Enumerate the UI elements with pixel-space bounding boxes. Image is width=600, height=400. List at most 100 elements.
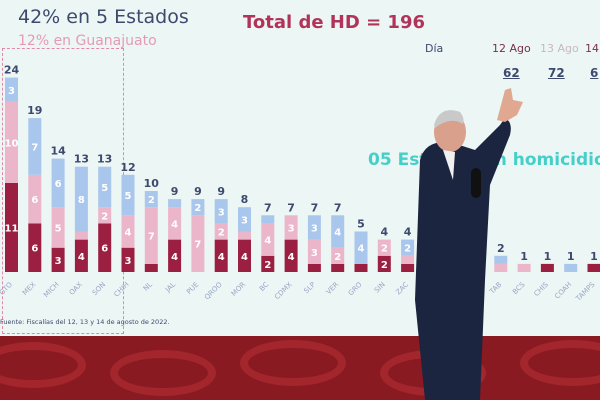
bar-segment xyxy=(331,263,345,272)
category-label: JAL xyxy=(163,281,177,295)
floor-pattern xyxy=(240,340,346,386)
segment-label: 4 xyxy=(125,228,132,239)
bar-segment xyxy=(214,199,228,224)
bar-segment xyxy=(74,231,88,240)
segment-label: 3 xyxy=(311,248,318,259)
bar-segment xyxy=(144,263,158,272)
segment-label: 3 xyxy=(218,207,225,218)
segment-label: 3 xyxy=(8,86,15,97)
stacked-bar-chart: 1110324GTO66719MEX35614MICH4813OAX62513S… xyxy=(0,64,600,303)
bar-segment xyxy=(144,191,158,208)
total-label: 24 xyxy=(4,64,20,77)
bar-segment xyxy=(284,239,298,272)
bar-segment xyxy=(74,166,88,232)
category-label: MICH xyxy=(42,281,61,300)
bar-segment xyxy=(331,215,345,248)
bar-segment xyxy=(98,166,112,208)
segment-label: 7 xyxy=(194,240,201,251)
total-label: 8 xyxy=(241,193,249,206)
bar-segment xyxy=(28,118,42,175)
category-label: QROO xyxy=(203,280,224,301)
total-label: 9 xyxy=(217,185,225,198)
category-label: GRO xyxy=(347,280,364,297)
total-label: 1 xyxy=(520,250,528,263)
category-label: PUE xyxy=(185,281,200,296)
total-label: 13 xyxy=(74,153,89,166)
bar-segment xyxy=(307,263,321,272)
category-label: VER xyxy=(325,280,341,296)
bar-segment xyxy=(191,215,205,272)
bar-segment xyxy=(377,255,391,272)
total-label: 14 xyxy=(50,145,66,158)
subheadline: 12% en Guanajuato xyxy=(18,33,157,49)
bar-segment xyxy=(331,247,345,264)
segment-label: 2 xyxy=(218,228,225,239)
bar-segment xyxy=(168,199,182,208)
bar-segment xyxy=(5,101,18,183)
segment-label: 7 xyxy=(148,232,155,243)
total-label: 7 xyxy=(264,201,272,214)
day-label: Día xyxy=(425,42,444,55)
day-12-value: 62 xyxy=(503,66,520,80)
category-label: SON xyxy=(91,281,107,297)
bar-segment xyxy=(98,207,112,224)
segment-label: 11 xyxy=(5,223,19,234)
bar-segment xyxy=(284,215,298,240)
segment-label: 7 xyxy=(31,142,38,153)
segment-label: 2 xyxy=(381,244,388,255)
bar-segment xyxy=(564,263,578,272)
segment-label: 4 xyxy=(171,219,178,230)
bar-segment xyxy=(494,263,508,272)
segment-label: 5 xyxy=(125,191,132,202)
floor-pattern xyxy=(110,350,216,396)
category-label: GTO xyxy=(0,280,14,297)
bar-segment xyxy=(517,263,531,272)
bar-segment xyxy=(261,215,275,224)
bar-segment xyxy=(401,239,415,256)
bar-segment xyxy=(121,247,135,272)
floor-pattern xyxy=(0,342,86,388)
segment-label: 4 xyxy=(358,244,365,255)
segment-label: 3 xyxy=(125,256,132,267)
category-label: SLP xyxy=(302,281,317,296)
category-label: OAX xyxy=(68,280,84,296)
day-14-value: 6 xyxy=(590,66,599,80)
bar-segment xyxy=(191,199,205,216)
bar-segment xyxy=(28,174,42,224)
segment-label: 8 xyxy=(78,195,85,206)
chart-title: Total de HD = 196 xyxy=(243,12,425,33)
bar-segment xyxy=(98,223,112,272)
bar-segment xyxy=(261,223,275,256)
segment-label: 2 xyxy=(194,203,201,214)
bar-segment xyxy=(121,215,135,248)
segment-label: 6 xyxy=(31,195,38,206)
segment-label: 3 xyxy=(241,215,248,226)
floor-pattern xyxy=(520,340,600,386)
segment-label: 3 xyxy=(311,223,318,234)
total-label: 7 xyxy=(334,201,342,214)
total-label: 10 xyxy=(144,177,160,190)
total-label: 7 xyxy=(287,201,295,214)
segment-label: 6 xyxy=(101,244,108,255)
bar-segment xyxy=(144,207,158,264)
bar-segment xyxy=(51,247,65,272)
segment-label: 3 xyxy=(288,223,295,234)
bar-segment xyxy=(377,239,391,256)
segment-label: 2 xyxy=(381,260,388,271)
bar-segment xyxy=(540,263,554,272)
segment-label: 4 xyxy=(288,252,295,263)
total-label: 4 xyxy=(404,226,412,239)
segment-label: 6 xyxy=(55,179,62,190)
segment-label: 2 xyxy=(264,260,271,271)
segment-label: 2 xyxy=(404,244,411,255)
bar-segment xyxy=(121,174,135,216)
segment-label: 3 xyxy=(55,256,62,267)
bar-segment xyxy=(587,263,600,272)
total-label: 12 xyxy=(120,161,135,174)
headline: 42% en 5 Estados xyxy=(18,6,189,28)
bar-segment xyxy=(5,77,18,102)
bar-segment xyxy=(214,223,228,240)
segment-label: 4 xyxy=(241,252,248,263)
segment-label: 4 xyxy=(171,252,178,263)
total-label: 2 xyxy=(497,242,505,255)
